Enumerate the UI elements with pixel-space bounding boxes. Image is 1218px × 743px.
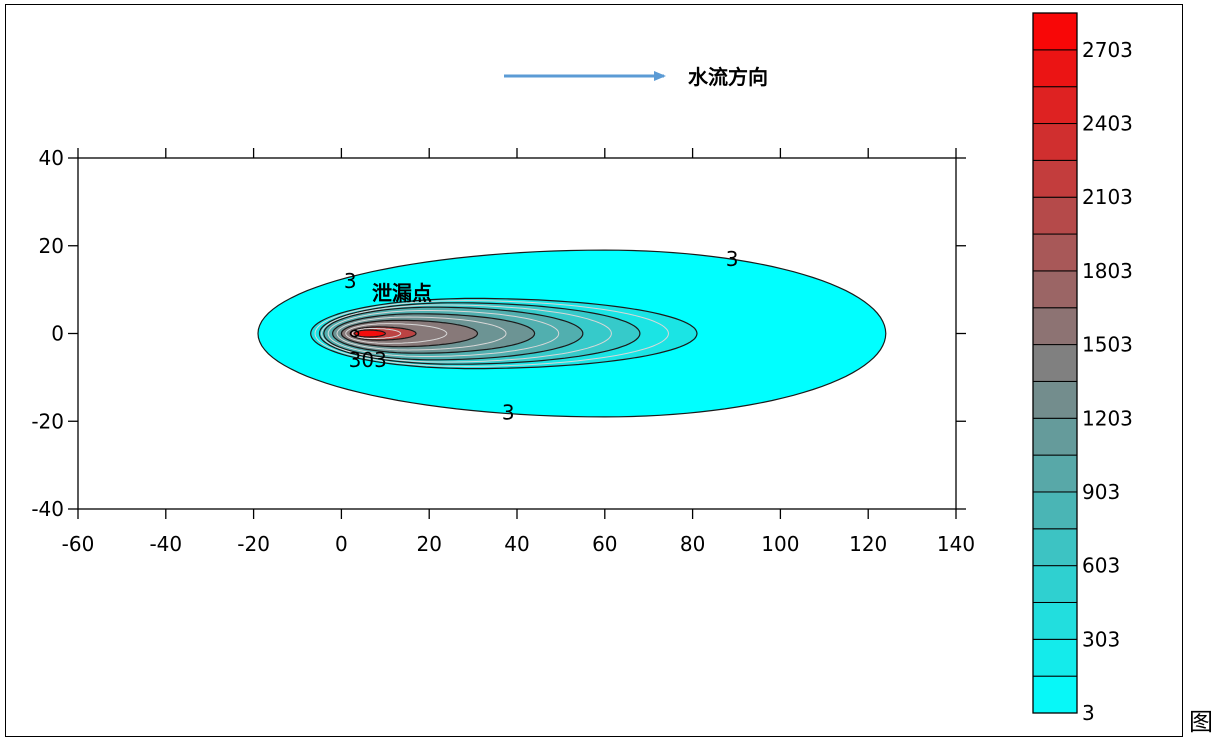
x-tick-label: 80 bbox=[680, 532, 705, 556]
contour-line-minor bbox=[345, 323, 448, 344]
figure-caption-char: 图 bbox=[1189, 708, 1213, 736]
contour-label: 3 bbox=[344, 269, 357, 293]
colorbar-tick-label: 3 bbox=[1082, 701, 1095, 725]
x-tick-label: 120 bbox=[849, 532, 887, 556]
colorbar-tick-label: 2403 bbox=[1082, 112, 1133, 136]
x-tick-label: 140 bbox=[937, 532, 975, 556]
y-tick-label: 40 bbox=[39, 146, 64, 170]
leak-point-label: 泄漏点 bbox=[372, 281, 432, 305]
colorbar-band bbox=[1032, 233, 1078, 272]
colorbar-band bbox=[1032, 528, 1078, 567]
colorbar-band bbox=[1032, 638, 1078, 677]
x-tick-label: 40 bbox=[504, 532, 529, 556]
colorbar-band bbox=[1032, 491, 1078, 530]
colorbar-band bbox=[1032, 86, 1078, 125]
colorbar-band bbox=[1032, 123, 1078, 161]
contour-line-minor bbox=[336, 316, 507, 351]
x-tick-label: 60 bbox=[592, 532, 617, 556]
colorbar-band bbox=[1032, 12, 1078, 51]
colorbar-band bbox=[1032, 417, 1078, 456]
x-tick-label: 100 bbox=[761, 532, 799, 556]
colorbar-tick-label: 2103 bbox=[1082, 185, 1133, 209]
x-tick-label: -60 bbox=[62, 532, 95, 556]
colorbar-band bbox=[1032, 196, 1078, 235]
colorbar-tick-label: 1803 bbox=[1082, 259, 1133, 283]
annotations: 水流方向 泄漏点 bbox=[372, 65, 768, 305]
colorbar-band bbox=[1032, 307, 1078, 346]
axes: -60 -40 -20 0 20 40 60 80 100 120 140 40 20 0 -20 -40 bbox=[31, 146, 975, 556]
colorbar-band bbox=[1032, 675, 1078, 714]
colorbar-band bbox=[1032, 344, 1078, 382]
colorbar-band bbox=[1032, 49, 1078, 88]
contour-line-minor bbox=[327, 310, 560, 357]
y-tick-label: -40 bbox=[31, 497, 64, 521]
y-tick-label: 20 bbox=[39, 234, 64, 258]
plot-area: 3 3 3 303 bbox=[257, 247, 887, 424]
flow-direction-label: 水流方向 bbox=[688, 65, 768, 89]
x-tick-label: -20 bbox=[237, 532, 270, 556]
colorbar-tick-label: 903 bbox=[1082, 480, 1120, 504]
colorbar-tick-label: 1503 bbox=[1082, 333, 1133, 357]
contour-line-minor bbox=[351, 328, 402, 339]
y-tick-label: 0 bbox=[51, 322, 64, 346]
colorbar-band bbox=[1032, 454, 1078, 493]
colorbar-band bbox=[1032, 159, 1078, 198]
colorbar-band bbox=[1032, 601, 1078, 640]
colorbar: 2703 2403 2103 1803 1503 1203 903 603 303 3 bbox=[1032, 12, 1133, 725]
y-tick-label: -20 bbox=[31, 409, 64, 433]
leak-source-marker bbox=[349, 329, 360, 338]
contour-label: 303 bbox=[349, 348, 387, 372]
x-tick-label: 0 bbox=[335, 532, 348, 556]
colorbar-tick-label: 303 bbox=[1082, 627, 1120, 651]
colorbar-band bbox=[1032, 380, 1078, 419]
colorbar-tick-label: 1203 bbox=[1082, 406, 1133, 430]
contour-2703 bbox=[354, 329, 386, 338]
contour-line-minor bbox=[321, 304, 612, 363]
contour-line-minor bbox=[314, 300, 670, 367]
colorbar-band bbox=[1032, 270, 1078, 309]
figure-frame bbox=[5, 4, 1183, 737]
contour-label: 3 bbox=[502, 400, 515, 424]
colorbar-tick-label: 603 bbox=[1082, 554, 1120, 578]
colorbar-band bbox=[1032, 565, 1078, 603]
contour-label: 3 bbox=[726, 247, 739, 271]
colorbar-frame bbox=[1032, 12, 1078, 714]
x-tick-label: -40 bbox=[149, 532, 182, 556]
colorbar-tick-label: 2703 bbox=[1082, 38, 1133, 62]
x-tick-label: 20 bbox=[416, 532, 441, 556]
